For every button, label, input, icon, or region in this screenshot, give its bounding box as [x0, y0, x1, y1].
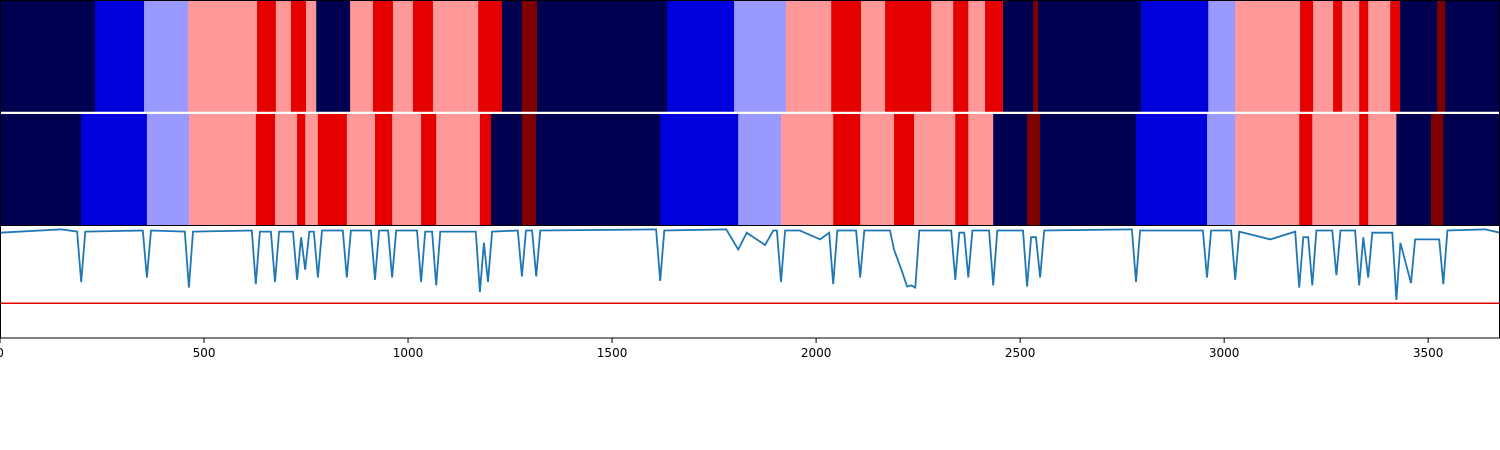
segment	[316, 1, 351, 112]
x-tick-label: 1500	[597, 346, 628, 360]
segment	[1207, 114, 1236, 225]
segment	[257, 1, 277, 112]
segment	[297, 114, 306, 225]
segment	[1437, 1, 1446, 112]
segment	[1033, 1, 1039, 112]
segment	[1299, 114, 1313, 225]
segment	[831, 1, 862, 112]
segment	[275, 114, 298, 225]
segment	[860, 114, 895, 225]
segment	[306, 1, 317, 112]
segment	[392, 1, 414, 112]
segment	[1208, 1, 1236, 112]
segment	[1038, 1, 1142, 112]
segment	[1390, 1, 1401, 112]
segment	[501, 1, 523, 112]
segment	[860, 1, 886, 112]
segment	[1359, 1, 1369, 112]
segment	[985, 1, 1004, 112]
segment	[275, 1, 292, 112]
segment	[894, 114, 915, 225]
segment	[478, 1, 503, 112]
x-tick-label: 0	[0, 346, 4, 360]
x-tick-label: 500	[193, 346, 216, 360]
segment	[432, 1, 479, 112]
segment	[0, 1, 96, 112]
segment	[833, 114, 861, 225]
segment	[305, 114, 319, 225]
x-tick-label: 2000	[801, 346, 832, 360]
segment	[536, 1, 668, 112]
segment	[1313, 1, 1334, 112]
segment	[1040, 114, 1137, 225]
segment	[1312, 114, 1360, 225]
segment	[146, 114, 190, 225]
segment	[968, 1, 986, 112]
segment	[346, 114, 376, 225]
segment	[479, 114, 492, 225]
segment	[412, 1, 434, 112]
segment	[885, 1, 932, 112]
segment	[255, 114, 276, 225]
segment	[317, 114, 348, 225]
segment	[1400, 1, 1438, 112]
segment	[372, 1, 394, 112]
segment	[1136, 114, 1208, 225]
line	[0, 228, 1500, 300]
segment	[521, 1, 538, 112]
segment	[1027, 114, 1041, 225]
segment	[955, 114, 969, 225]
segment	[1445, 1, 1500, 112]
segment	[1342, 1, 1360, 112]
segment	[738, 114, 782, 225]
segment	[421, 114, 437, 225]
segment	[968, 114, 994, 225]
segment	[490, 114, 523, 225]
x-tick-label: 2500	[1005, 346, 1036, 360]
segment	[781, 114, 834, 225]
segment	[1396, 114, 1432, 225]
segment	[993, 114, 1028, 225]
segment	[1431, 114, 1444, 225]
segment	[931, 1, 954, 112]
segment	[1333, 1, 1343, 112]
x-tick-label: 1000	[393, 346, 424, 360]
segment	[660, 114, 739, 225]
segment	[1235, 1, 1301, 112]
segment	[667, 1, 735, 112]
segment	[290, 1, 307, 112]
segment	[734, 1, 787, 112]
segment	[144, 1, 189, 112]
segment	[1368, 114, 1397, 225]
segment	[1359, 114, 1369, 225]
segment	[392, 114, 422, 225]
segment	[1300, 1, 1314, 112]
segment	[81, 114, 148, 225]
segment	[1002, 1, 1034, 112]
segment	[95, 1, 145, 112]
x-tick-label: 3500	[1413, 346, 1444, 360]
segment	[436, 114, 481, 225]
segment	[521, 114, 537, 225]
segment	[1443, 114, 1500, 225]
segment	[188, 114, 257, 225]
segment	[188, 1, 258, 112]
segment	[0, 114, 82, 225]
segment	[1235, 114, 1300, 225]
x-tick-label: 3000	[1209, 346, 1240, 360]
segment	[536, 114, 661, 225]
segment	[785, 1, 832, 112]
segment	[953, 1, 969, 112]
segment	[914, 114, 956, 225]
segment	[1368, 1, 1391, 112]
segment	[375, 114, 393, 225]
segment	[350, 1, 374, 112]
segment	[1140, 1, 1209, 112]
